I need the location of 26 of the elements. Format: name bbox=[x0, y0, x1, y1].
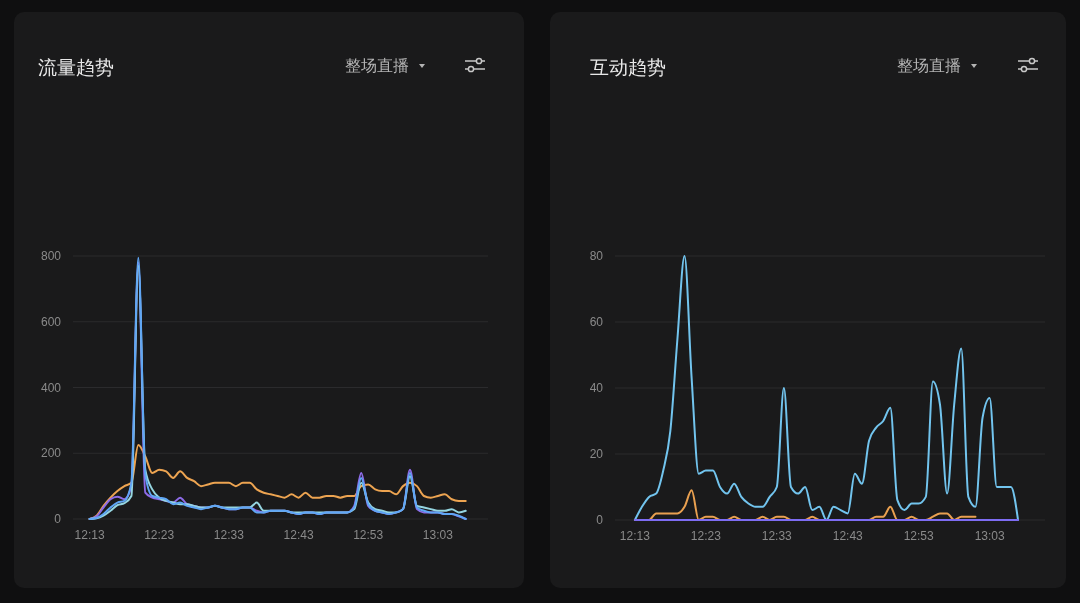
text: 整场直播 bbox=[897, 57, 961, 74]
y-tick-label: 600 bbox=[40, 314, 62, 329]
x-tick-label: 12:33 bbox=[213, 528, 245, 542]
y-tick-label: 0 bbox=[596, 513, 604, 528]
y-tick-label: 800 bbox=[40, 249, 62, 264]
y-tick-label: 80 bbox=[589, 249, 604, 264]
y-tick-label: 20 bbox=[589, 447, 604, 462]
y-tick-label: 200 bbox=[40, 446, 62, 461]
text: 整场直播 bbox=[345, 57, 409, 74]
x-tick-label: 12:13 bbox=[74, 528, 105, 542]
x-tick-label: 12:13 bbox=[619, 529, 651, 543]
y-tick-label: 0 bbox=[54, 512, 62, 527]
x-tick-label: 13:03 bbox=[974, 529, 1005, 543]
y-tick-label: 60 bbox=[589, 315, 604, 330]
x-tick-label: 12:43 bbox=[283, 528, 314, 542]
x-tick-label: 12:23 bbox=[144, 528, 175, 542]
x-tick-label: 12:23 bbox=[690, 529, 722, 543]
x-tick-label: 12:43 bbox=[832, 529, 864, 543]
y-tick-label: 40 bbox=[589, 381, 604, 396]
chart-title: 流量趋势 bbox=[38, 57, 114, 78]
y-tick-label: 400 bbox=[40, 380, 62, 395]
x-tick-label: 13:03 bbox=[422, 528, 454, 542]
x-tick-label: 12:33 bbox=[761, 529, 793, 543]
x-tick-label: 12:53 bbox=[353, 528, 384, 542]
x-tick-label: 12:53 bbox=[903, 529, 935, 543]
chart-title: 互动趋势 bbox=[590, 57, 666, 78]
